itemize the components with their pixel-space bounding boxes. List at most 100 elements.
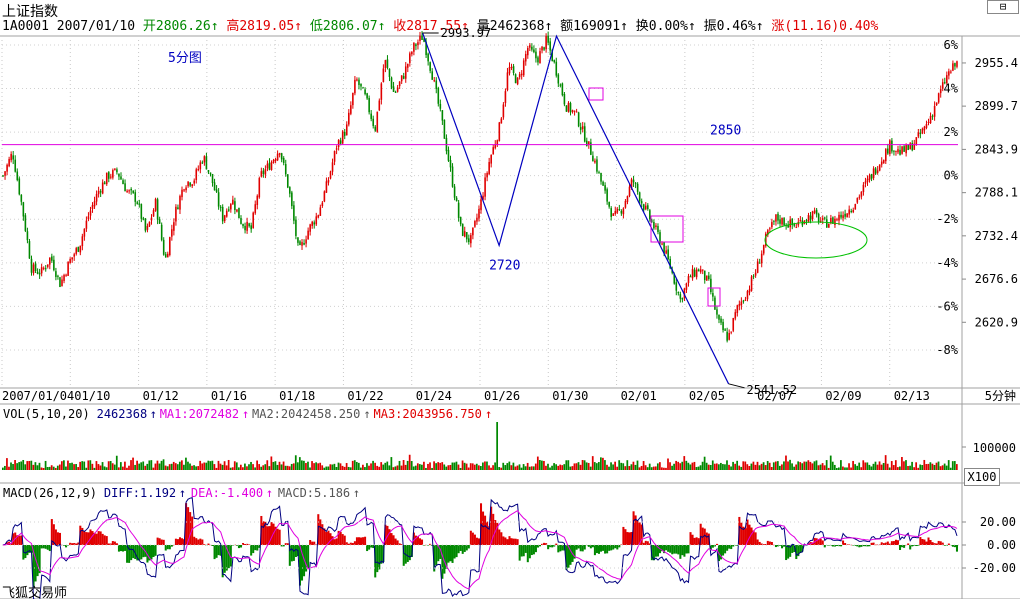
volume-bar	[298, 457, 301, 470]
candle-body	[388, 68, 391, 78]
volume-bar	[418, 464, 421, 470]
volume-bar	[813, 461, 816, 470]
macd-bar	[32, 545, 35, 588]
candle-body	[620, 210, 623, 214]
candle-body	[756, 261, 759, 273]
candle-body	[65, 274, 67, 276]
candle-body	[714, 297, 716, 310]
candle-body	[146, 225, 149, 230]
macd-bar	[174, 538, 177, 545]
macd-bar	[187, 507, 190, 545]
candle-body	[651, 220, 653, 222]
macd-bar	[555, 543, 558, 545]
volume-bar	[732, 461, 734, 470]
price-annotations: 5分图 2850 2993.97 2720 2541.52	[2, 26, 958, 397]
volume-scale-button[interactable]: X100	[964, 468, 1000, 486]
date-tick-label: 01/16	[211, 389, 247, 403]
candle-body	[185, 187, 187, 191]
volume-bar	[380, 462, 383, 470]
volume-bar	[270, 456, 273, 470]
volume-bar	[215, 467, 218, 470]
volume-bar	[189, 463, 191, 470]
volume-bar	[351, 460, 354, 470]
macd-bar	[691, 534, 694, 545]
candle-body	[807, 215, 810, 223]
macd-bar	[522, 545, 525, 557]
macd-bar	[695, 537, 698, 545]
candle-body	[718, 314, 720, 320]
volume-bar	[339, 463, 342, 470]
macd-bar	[823, 545, 826, 548]
macd-bar	[500, 532, 503, 545]
price-tick-label: 2676.6	[975, 272, 1018, 286]
volume-bar	[689, 464, 692, 470]
macd-bar	[567, 545, 570, 568]
candle-body	[240, 218, 242, 224]
macd-title: MACD(26,12,9)	[3, 486, 97, 500]
macd-bar	[955, 545, 958, 552]
volume-bar	[154, 463, 157, 470]
macd-bar	[715, 543, 718, 545]
candle-body	[459, 216, 462, 225]
macd-bar	[579, 545, 582, 552]
candle-body	[925, 124, 928, 128]
candle-body	[18, 178, 21, 195]
macd-bar	[276, 528, 279, 545]
macd-dea-line	[2, 510, 958, 590]
candle-body	[354, 79, 356, 94]
candle-body	[398, 81, 401, 87]
macd-bar	[746, 519, 749, 545]
volume-bar	[187, 461, 189, 470]
macd-bar	[298, 545, 302, 586]
candle-body	[195, 169, 198, 181]
macd-bar	[252, 545, 255, 554]
volume-bar	[294, 455, 297, 470]
candle-body	[929, 116, 932, 124]
candle-body	[628, 186, 631, 197]
volume-bar	[164, 465, 167, 470]
volume-bar	[199, 460, 202, 470]
macd-bar	[915, 545, 918, 547]
consolidation-ellipse	[764, 221, 868, 259]
candle-body	[378, 100, 381, 111]
volume-bar	[386, 461, 389, 470]
candle-body	[531, 46, 533, 50]
candle-body	[791, 218, 794, 225]
macd-bar	[602, 545, 605, 551]
volume-bar	[292, 463, 295, 470]
macd-bar	[69, 542, 72, 545]
macd-bar	[844, 543, 847, 545]
volume-bar	[528, 466, 531, 470]
volume-bar	[644, 465, 647, 470]
macd-bar	[642, 542, 645, 545]
candle-body	[217, 192, 220, 207]
candle-body	[311, 221, 313, 226]
candle-body	[514, 74, 517, 84]
macd-bar	[315, 544, 318, 546]
candle-body	[549, 41, 551, 51]
macd-bar	[258, 545, 261, 548]
macd-bar	[492, 513, 495, 545]
volume-bar	[730, 466, 732, 470]
volume-bar	[856, 465, 859, 470]
volume-bar	[886, 463, 889, 470]
volume-bar	[254, 467, 256, 470]
candle-body	[701, 269, 704, 271]
volume-bar	[227, 459, 230, 470]
volume-bar	[85, 467, 88, 470]
window-restore-button[interactable]: ⊟	[987, 0, 1019, 14]
macd-bar	[831, 545, 834, 547]
candle-body	[527, 48, 529, 56]
volume-bar	[329, 464, 332, 470]
volume-bar	[687, 462, 690, 470]
macd-bar	[65, 545, 68, 548]
candle-body	[946, 75, 948, 84]
macd-bar	[667, 545, 670, 552]
candle-body	[868, 175, 871, 181]
macd-bar	[591, 545, 594, 548]
candle-body	[817, 213, 820, 223]
candle-body	[935, 102, 938, 105]
candle-body	[905, 144, 907, 154]
candle-body	[811, 211, 814, 220]
